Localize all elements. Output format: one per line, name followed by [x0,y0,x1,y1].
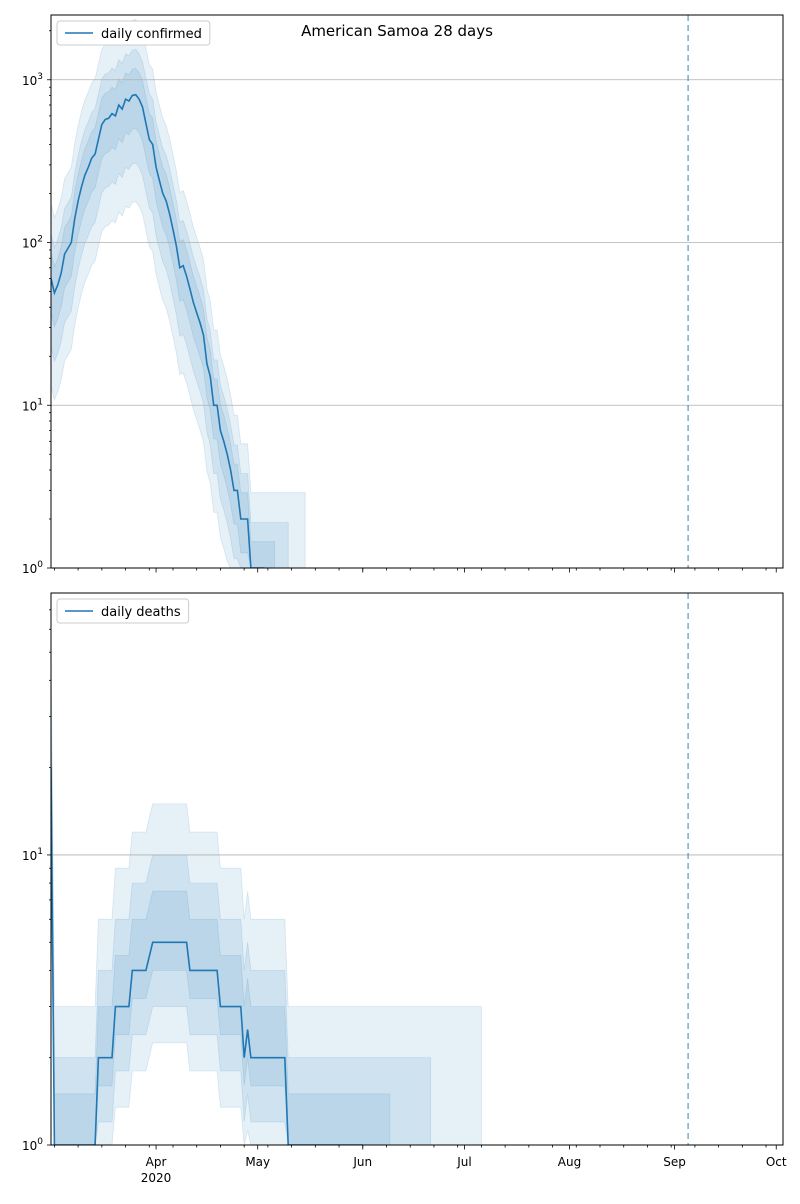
x-axis-confirmed [53,568,777,573]
confidence-bands-confirmed [51,18,306,568]
confidence-bands-deaths [51,629,482,1145]
series-line-daily-confirmed [51,93,265,568]
x-tick-label: Jul [456,1155,471,1169]
series-line-daily-deaths [51,767,363,1145]
legend-label-confirmed: daily confirmed [101,27,202,42]
x-axis-deaths: Apr 2020 May Jun Jul Aug Sep Oct [53,1145,787,1185]
confidence-band-1 [51,629,482,1145]
legend-label-deaths: daily deaths [101,605,181,620]
x-tick-label: Jun [352,1155,372,1169]
legend-confirmed: daily confirmed [56,20,211,46]
x-tick-label: Sep [663,1155,686,1169]
confidence-band-2 [51,680,431,1145]
x-tick-label: Apr [146,1155,167,1169]
x-tick-label: Oct [766,1155,787,1169]
chart-title: American Samoa 28 days [301,22,493,40]
legend-deaths: daily deaths [56,598,190,624]
confidence-band-2 [51,48,289,568]
grid-confirmed [51,79,783,406]
confidence-band-3 [51,67,276,568]
x-tick-label: Aug [558,1155,581,1169]
x-tick-sublabel: 2020 [141,1171,172,1185]
legend-box-deaths [56,598,190,624]
x-tick-label: May [245,1155,270,1169]
axes-frame-deaths [50,592,784,1146]
legend-box-confirmed [56,20,211,46]
confidence-band-3 [51,716,391,1145]
